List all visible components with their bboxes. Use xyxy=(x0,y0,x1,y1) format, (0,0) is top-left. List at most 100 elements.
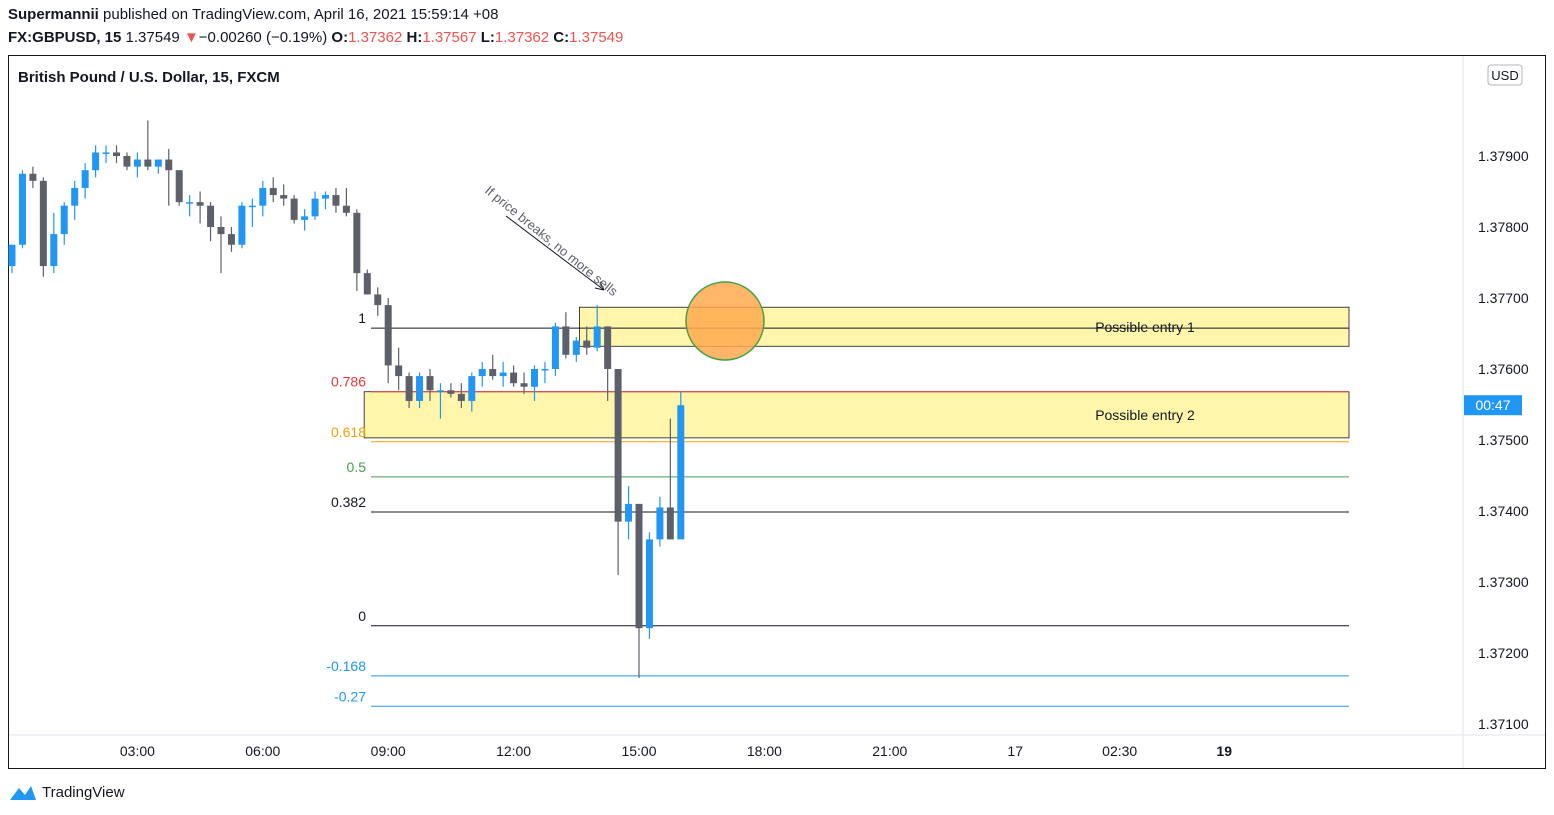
candle[interactable] xyxy=(562,312,570,359)
candle[interactable] xyxy=(342,187,350,217)
y-tick-label: 1.37300 xyxy=(1478,574,1529,590)
candle[interactable] xyxy=(353,209,361,291)
fib-level-label: 0.5 xyxy=(347,459,367,475)
y-tick-label: 1.37600 xyxy=(1478,361,1529,377)
candle[interactable] xyxy=(593,305,601,352)
candle[interactable] xyxy=(186,195,194,217)
candle[interactable] xyxy=(280,184,288,206)
highlight-circle[interactable] xyxy=(685,281,765,361)
annotation-arrow[interactable] xyxy=(505,215,605,291)
candle[interactable] xyxy=(196,191,204,224)
candle[interactable] xyxy=(175,170,183,206)
currency-badge[interactable] xyxy=(1487,64,1523,86)
last-price: 1.37549 xyxy=(125,29,180,46)
candle[interactable] xyxy=(604,326,612,401)
entry-zone-2[interactable] xyxy=(363,391,1350,439)
candle[interactable] xyxy=(645,532,653,639)
candle[interactable] xyxy=(133,152,141,178)
candle[interactable] xyxy=(102,145,110,164)
fib-level-label: 0 xyxy=(358,608,366,624)
annotation-text: If price breaks, no more sells xyxy=(482,183,621,300)
candle[interactable] xyxy=(60,202,68,245)
candle[interactable] xyxy=(227,227,235,252)
candle[interactable] xyxy=(395,347,403,391)
fib-level-label: -0.168 xyxy=(326,658,366,674)
symbol-label: FX:GBPUSD, 15 xyxy=(8,29,122,46)
candle[interactable] xyxy=(165,148,173,206)
candle[interactable] xyxy=(468,372,476,412)
open-value: 1.37362 xyxy=(348,29,403,46)
candle[interactable] xyxy=(207,202,215,242)
y-tick-label: 1.37200 xyxy=(1478,645,1529,661)
ohlc-legend: FX:GBPUSD, 15 1.37549 ▼−0.00260 (−0.19%)… xyxy=(8,29,623,46)
candle[interactable] xyxy=(551,322,559,377)
candle[interactable] xyxy=(322,191,329,210)
candle[interactable] xyxy=(635,503,643,678)
candle[interactable] xyxy=(113,145,120,164)
candle[interactable] xyxy=(144,120,152,171)
candle[interactable] xyxy=(572,337,580,362)
candle[interactable] xyxy=(666,418,674,540)
candle[interactable] xyxy=(363,269,371,295)
candle[interactable] xyxy=(123,152,131,171)
candle[interactable] xyxy=(416,372,424,409)
candle[interactable] xyxy=(405,372,413,409)
x-tick-label: 21:00 xyxy=(872,743,907,759)
candle[interactable] xyxy=(269,177,277,203)
candle[interactable] xyxy=(248,198,256,227)
x-tick-label: 03:00 xyxy=(120,743,155,759)
fib-level-label: 1 xyxy=(358,310,366,326)
price-change: −0.00260 (−0.19%) xyxy=(198,29,328,46)
candle[interactable] xyxy=(457,383,465,409)
candle[interactable] xyxy=(81,163,89,199)
fib-level-label: 0.786 xyxy=(331,374,366,390)
candle[interactable] xyxy=(71,180,79,220)
candle[interactable] xyxy=(374,287,382,316)
brand-footer[interactable]: TradingView xyxy=(8,782,125,802)
candle[interactable] xyxy=(614,369,622,575)
candle[interactable] xyxy=(520,372,528,394)
candle[interactable] xyxy=(259,180,267,217)
candle[interactable] xyxy=(301,209,309,231)
chart-frame[interactable] xyxy=(8,55,1546,769)
candle[interactable] xyxy=(510,365,518,387)
candle[interactable] xyxy=(217,216,225,274)
publish-info: Supermannii published on TradingView.com… xyxy=(8,6,498,23)
y-tick-label: 1.37100 xyxy=(1478,716,1529,732)
candle[interactable] xyxy=(311,191,319,220)
x-tick-label: 19 xyxy=(1216,743,1232,759)
candle[interactable] xyxy=(50,212,58,274)
fib-level-label: 0.618 xyxy=(331,424,366,440)
candle[interactable] xyxy=(436,383,444,419)
y-tick-label: 1.37800 xyxy=(1478,219,1529,235)
countdown-label: 00:47 xyxy=(1475,397,1510,413)
candle[interactable] xyxy=(447,383,455,398)
candle[interactable] xyxy=(290,195,298,224)
candle[interactable] xyxy=(583,326,591,355)
candle[interactable] xyxy=(426,369,434,401)
candle[interactable] xyxy=(8,244,16,274)
author-name[interactable]: Supermannii xyxy=(8,6,99,23)
candle[interactable] xyxy=(332,187,340,213)
candle[interactable] xyxy=(154,159,162,174)
candle[interactable] xyxy=(29,166,37,188)
candle[interactable] xyxy=(677,392,685,540)
candle[interactable] xyxy=(238,202,246,249)
candle[interactable] xyxy=(489,354,497,380)
candle[interactable] xyxy=(531,365,538,401)
candle[interactable] xyxy=(656,496,664,547)
x-tick-label: 09:00 xyxy=(371,743,406,759)
candle[interactable] xyxy=(499,361,507,387)
y-tick-label: 1.37400 xyxy=(1478,503,1529,519)
candle[interactable] xyxy=(384,298,392,384)
candle[interactable] xyxy=(625,486,633,540)
candle[interactable] xyxy=(18,170,26,249)
candle[interactable] xyxy=(92,145,100,178)
y-tick-label: 1.37900 xyxy=(1478,148,1529,164)
publish-text: published on TradingView.com, April 16, … xyxy=(103,6,499,23)
y-tick-label: 1.37500 xyxy=(1478,432,1529,448)
candle[interactable] xyxy=(478,361,486,387)
candle[interactable] xyxy=(39,177,47,277)
candle[interactable] xyxy=(541,361,549,384)
